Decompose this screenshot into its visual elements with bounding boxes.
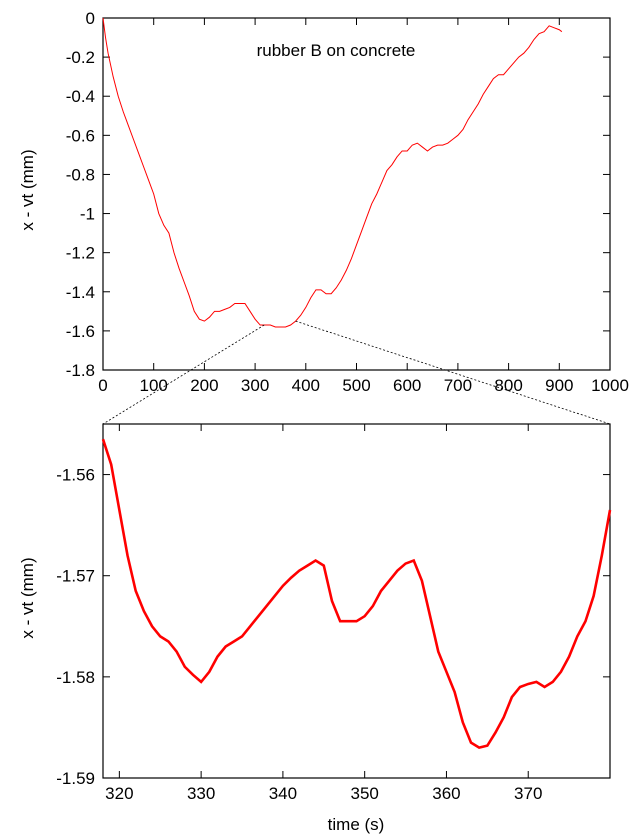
overview-y-tick-label: -0.6 (66, 126, 95, 145)
zoom-y-tick-labels: -1.56 -1.57 -1.58 -1.59 (56, 466, 95, 788)
overview-x-tick-label: 100 (140, 376, 168, 395)
zoom-x-tick-label: 330 (187, 784, 215, 803)
zoom-chart: 320 330 340 350 360 370 -1.56-1.57-1.58-1.59 … (18, 423, 612, 834)
overview-x-tick-label: 400 (292, 376, 320, 395)
overview-x-tick-label: 700 (444, 376, 472, 395)
zoom-x-tick-label: 340 (269, 784, 297, 803)
overview-y-tick-label: -1 (80, 205, 95, 224)
overview-ticks (102, 17, 611, 371)
zoom-connector-right (295, 320, 611, 425)
overview-y-tick-labels: 0 -0.2 -0.4 -0.6 -0.8 -1 -1.2 -1.4 -1.6 -1.8 (66, 9, 95, 380)
overview-y-tick-label: -0.8 (66, 165, 95, 184)
zoom-x-tick-label: 360 (432, 784, 460, 803)
overview-y-axis-title: x - vt (mm) (18, 149, 37, 230)
overview-series-line (102, 17, 563, 328)
overview-y-tick-label: 0 (86, 9, 95, 28)
overview-annotation: rubber B on concrete (257, 41, 416, 60)
zoom-series-line (101, 438, 612, 750)
zoom-x-tick-label: 320 (105, 784, 133, 803)
zoom-y-axis-title: x - vt (mm) (18, 557, 37, 638)
overview-chart: 0 100 200 300 400 500 600 700 800 900 1000 0 -0.2 -0… (18, 9, 629, 395)
overview-x-tick-labels: 0 100 200 300 400 500 600 700 800 900 1000 (98, 376, 629, 395)
overview-y-tick-label: -1.6 (66, 322, 95, 341)
overview-x-tick-label: 900 (545, 376, 573, 395)
zoom-y-tick-label: -1.57 (56, 567, 95, 586)
overview-plot-frame (102, 17, 611, 371)
zoom-x-tick-label: 370 (514, 784, 542, 803)
zoom-connectors (102, 320, 611, 425)
zoom-ticks (103, 424, 610, 779)
zoom-y-tick-label: -1.56 (56, 466, 95, 485)
zoom-x-axis-title: time (s) (328, 815, 385, 834)
zoom-y-tick-label: -1.58 (56, 668, 95, 687)
zoom-connector-left (102, 324, 265, 425)
overview-x-tick-label: 800 (494, 376, 522, 395)
overview-y-tick-label: -0.4 (66, 87, 95, 106)
overview-x-tick-label: 0 (98, 376, 107, 395)
overview-y-tick-label: -1.4 (66, 283, 95, 302)
overview-x-tick-label: 1000 (591, 376, 629, 395)
overview-x-tick-label: 500 (342, 376, 370, 395)
zoom-x-tick-label: 350 (350, 784, 378, 803)
zoom-plot-frame (102, 423, 611, 779)
overview-x-tick-label: 200 (190, 376, 218, 395)
overview-x-tick-label: 300 (241, 376, 269, 395)
overview-y-tick-label: -1.8 (66, 361, 95, 380)
zoom-y-tick-label: -1.59 (56, 769, 95, 788)
overview-y-tick-label: -0.2 (66, 48, 95, 67)
overview-x-tick-label: 600 (393, 376, 421, 395)
overview-y-tick-label: -1.2 (66, 244, 95, 263)
zoom-x-tick-labels: 320 330 340 350 360 370 (105, 784, 542, 803)
